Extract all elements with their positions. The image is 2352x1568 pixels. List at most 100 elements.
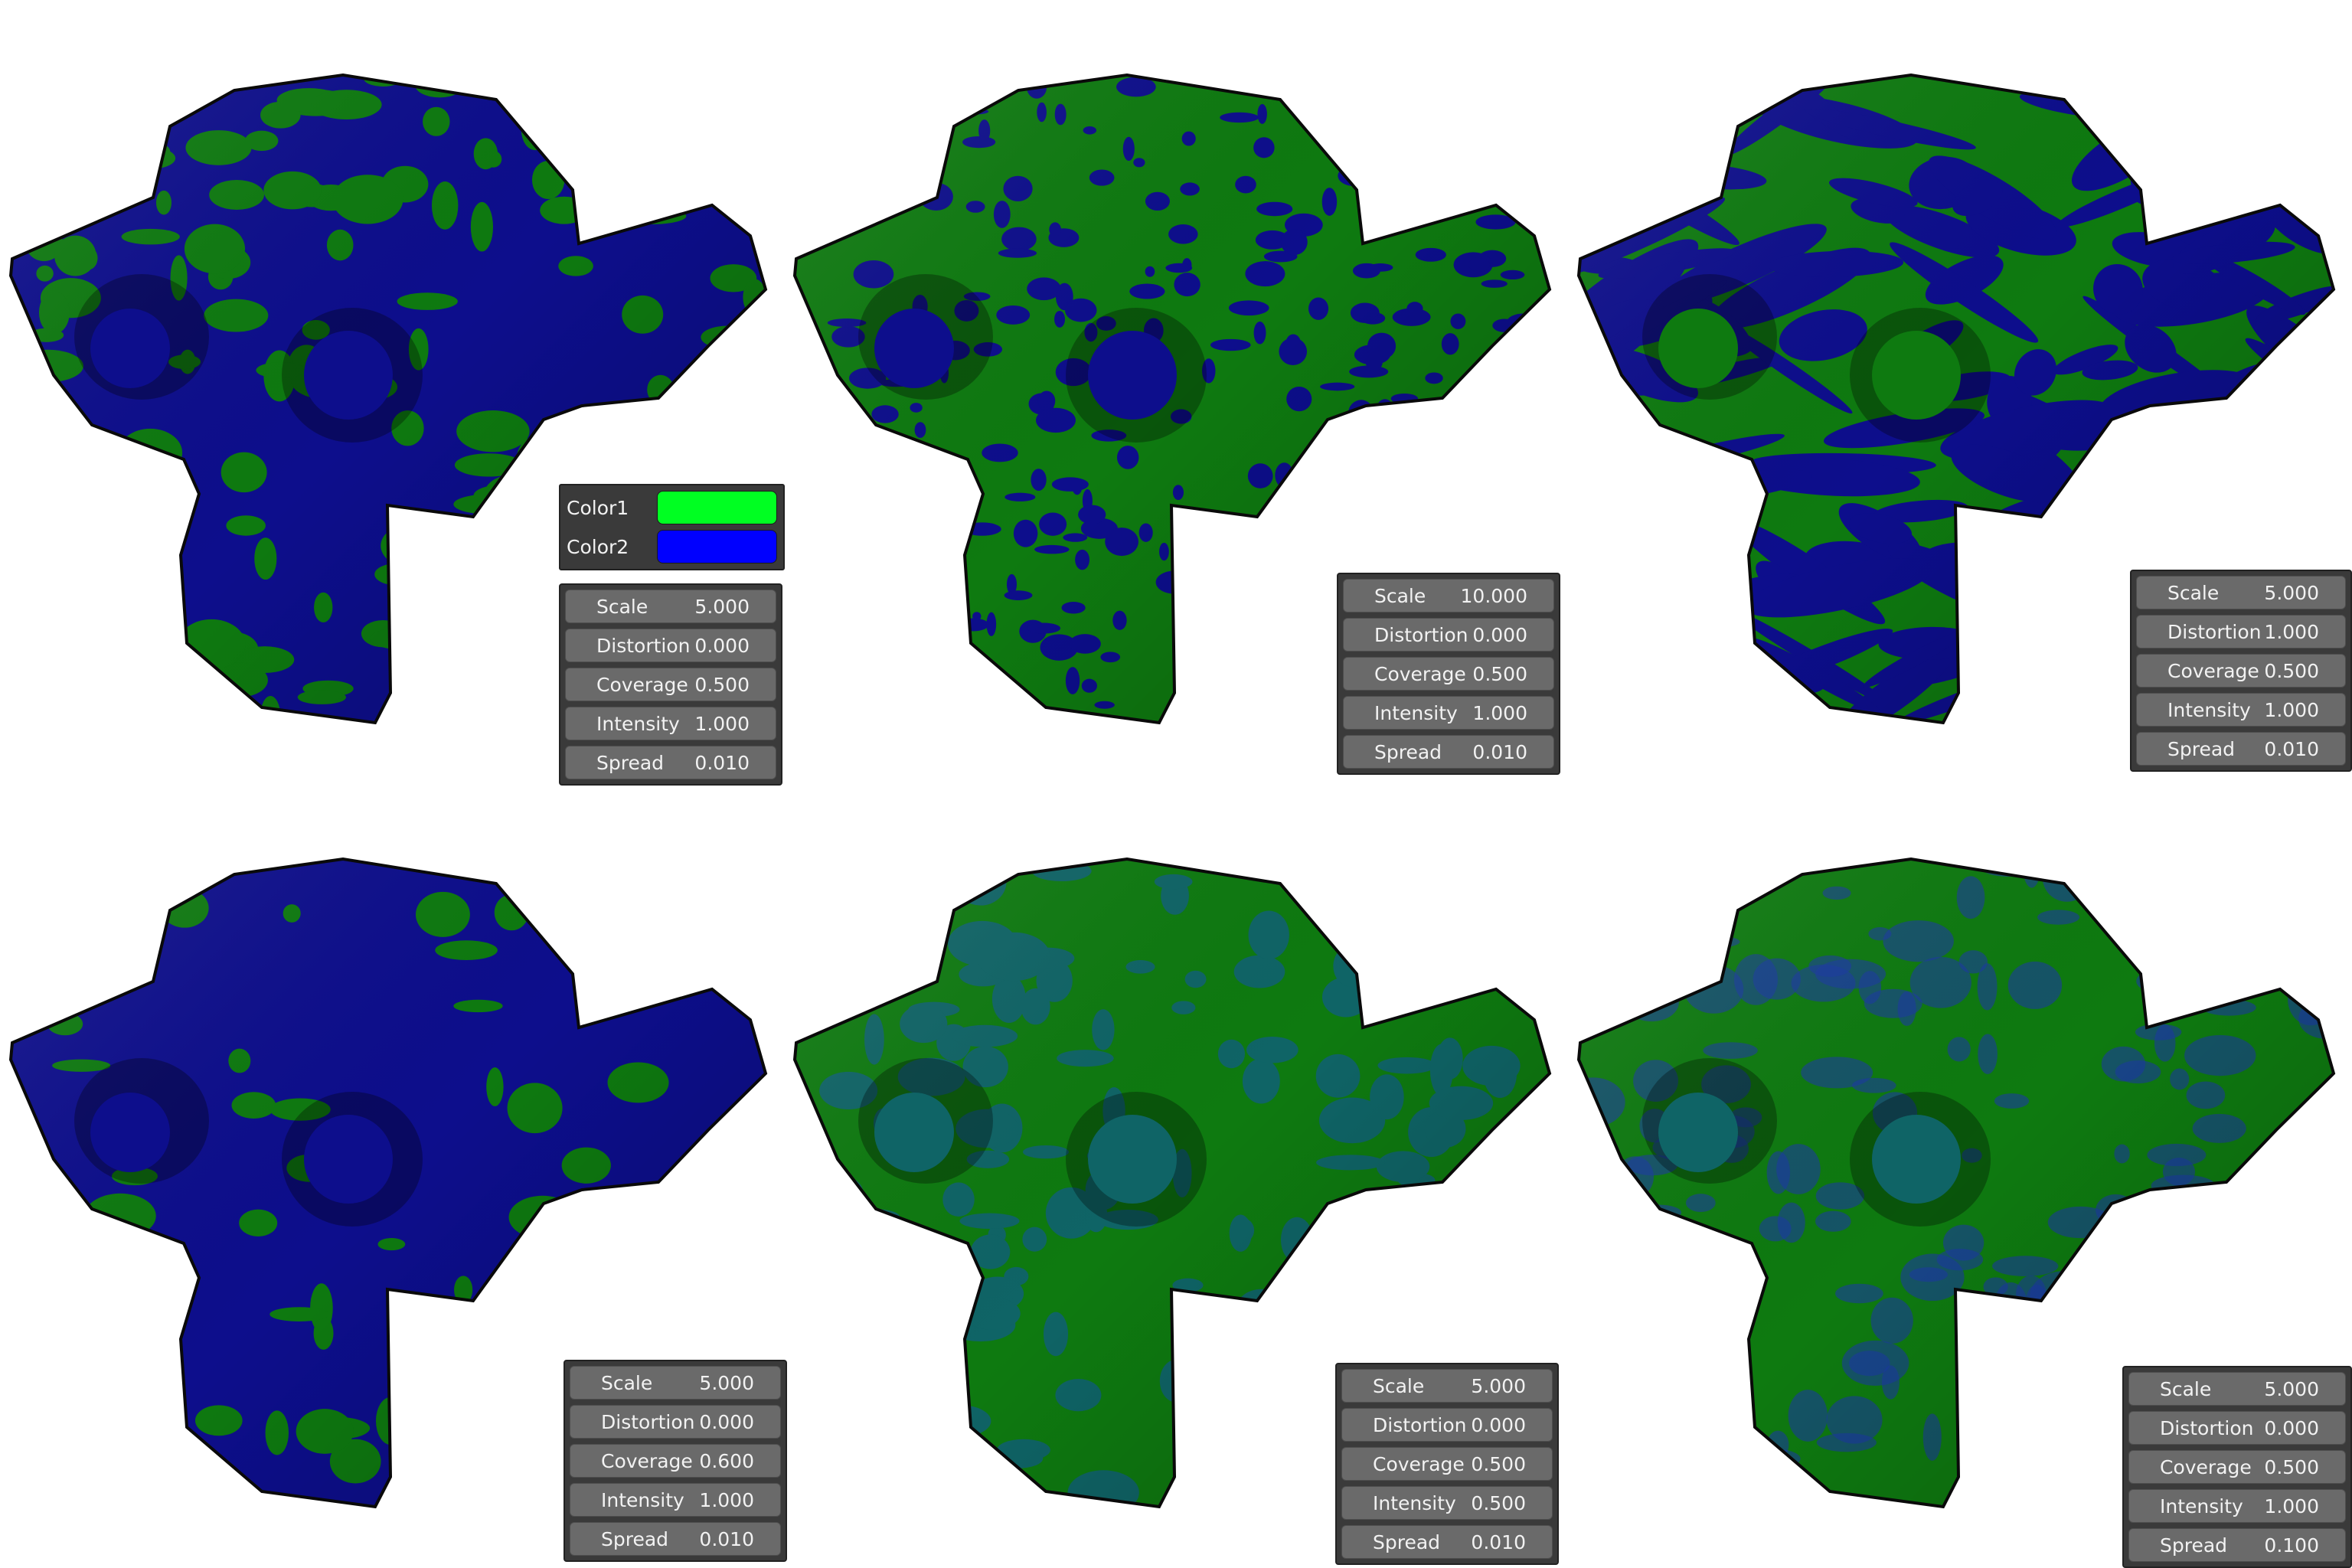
intensity-label: Intensity [1373, 1491, 1456, 1514]
params-panel: Scale 5.000 Distortion 0.000 Coverage 0.500 In… [2122, 1366, 2352, 1568]
spread-label: Spread [2167, 737, 2236, 760]
intensity-field[interactable]: Intensity 1.000 [2128, 1489, 2346, 1523]
distortion-label: Distortion [601, 1410, 695, 1433]
intensity-value: 1.000 [2264, 698, 2319, 721]
params-panel: Scale 5.000 Distortion 0.000 Coverage 0.500 In… [559, 583, 782, 786]
color2-row: Color2 [560, 529, 779, 564]
distortion-label: Distortion [2167, 620, 2262, 643]
spread-value: 0.010 [699, 1527, 754, 1550]
scale-field[interactable]: Scale 5.000 [1341, 1369, 1553, 1403]
distortion-field[interactable]: Distortion 0.000 [565, 629, 776, 662]
params-panel: Scale 5.000 Distortion 1.000 Coverage 0.500 In… [2130, 570, 2352, 772]
color1-row: Color1 [560, 490, 779, 525]
scale-field[interactable]: Scale 5.000 [2136, 576, 2346, 609]
distortion-label: Distortion [1373, 1413, 1467, 1436]
intensity-field[interactable]: Intensity 0.500 [1341, 1486, 1553, 1520]
scale-label: Scale [1374, 584, 1426, 607]
monkey-render-6 [1576, 857, 2336, 1509]
coverage-value: 0.500 [1472, 662, 1527, 685]
spread-field[interactable]: Spread 0.010 [1343, 735, 1554, 769]
params-panel: Scale 10.000 Distortion 0.000 Coverage 0.500 I… [1337, 573, 1560, 775]
scale-value: 5.000 [699, 1371, 754, 1394]
distortion-value: 0.000 [699, 1410, 754, 1433]
coverage-value: 0.500 [694, 673, 750, 696]
color2-label: Color2 [567, 535, 629, 558]
distortion-label: Distortion [1374, 623, 1468, 646]
color-swatches: Color1 Color2 [559, 484, 785, 570]
coverage-field[interactable]: Coverage 0.500 [2128, 1450, 2346, 1484]
intensity-label: Intensity [596, 712, 680, 735]
coverage-field[interactable]: Coverage 0.500 [565, 668, 776, 701]
scale-value: 10.000 [1460, 584, 1527, 607]
intensity-field[interactable]: Intensity 1.000 [570, 1483, 781, 1517]
intensity-value: 0.500 [1471, 1491, 1526, 1514]
coverage-field[interactable]: Coverage 0.500 [2136, 654, 2346, 688]
scale-field[interactable]: Scale 5.000 [570, 1366, 781, 1400]
intensity-label: Intensity [2167, 698, 2251, 721]
color1-label: Color1 [567, 496, 629, 519]
intensity-label: Intensity [2160, 1494, 2243, 1517]
color2-swatch[interactable] [657, 530, 777, 564]
render-tile-3: Scale 5.000 Distortion 1.000 Coverage 0.500 In… [1568, 0, 2352, 784]
coverage-field[interactable]: Coverage 0.500 [1341, 1447, 1553, 1481]
coverage-label: Coverage [601, 1449, 693, 1472]
distortion-value: 0.000 [1471, 1413, 1526, 1436]
coverage-label: Coverage [596, 673, 688, 696]
spread-label: Spread [1373, 1530, 1441, 1553]
intensity-value: 1.000 [2264, 1494, 2319, 1517]
spread-label: Spread [596, 751, 665, 774]
distortion-field[interactable]: Distortion 0.000 [570, 1405, 781, 1439]
distortion-field[interactable]: Distortion 0.000 [1341, 1408, 1553, 1442]
intensity-field[interactable]: Intensity 1.000 [1343, 696, 1554, 730]
scale-label: Scale [601, 1371, 653, 1394]
intensity-label: Intensity [601, 1488, 684, 1511]
params-panel: Scale 5.000 Distortion 0.000 Coverage 0.600 In… [564, 1360, 787, 1562]
spread-field[interactable]: Spread 0.100 [2128, 1528, 2346, 1562]
distortion-value: 0.000 [2264, 1416, 2319, 1439]
scale-field[interactable]: Scale 10.000 [1343, 579, 1554, 612]
coverage-label: Coverage [1374, 662, 1466, 685]
render-tile-4: Scale 5.000 Distortion 0.000 Coverage 0.600 In… [0, 784, 787, 1568]
spread-field[interactable]: Spread 0.010 [1341, 1525, 1553, 1559]
coverage-value: 0.500 [2264, 659, 2319, 682]
render-tile-2: Scale 10.000 Distortion 0.000 Coverage 0.500 I… [784, 0, 1568, 784]
coverage-field[interactable]: Coverage 0.500 [1343, 657, 1554, 691]
spread-value: 0.010 [1472, 740, 1527, 763]
scale-field[interactable]: Scale 5.000 [565, 590, 776, 623]
scale-value: 5.000 [694, 595, 750, 618]
render-tile-1: Color1 Color2 Scale 5.000 Distortion 0.000 C… [0, 0, 785, 786]
distortion-label: Distortion [596, 634, 691, 657]
coverage-value: 0.600 [699, 1449, 754, 1472]
scale-label: Scale [596, 595, 648, 618]
render-tile-5: Scale 5.000 Distortion 0.000 Coverage 0.500 In… [784, 784, 1568, 1568]
spread-label: Spread [2160, 1534, 2228, 1557]
intensity-field[interactable]: Intensity 1.000 [2136, 693, 2346, 727]
intensity-field[interactable]: Intensity 1.000 [565, 707, 776, 740]
coverage-label: Coverage [2160, 1455, 2252, 1478]
spread-label: Spread [601, 1527, 669, 1550]
distortion-field[interactable]: Distortion 1.000 [2136, 615, 2346, 648]
distortion-value: 0.000 [694, 634, 750, 657]
spread-field[interactable]: Spread 0.010 [570, 1522, 781, 1556]
spread-value: 0.010 [1471, 1530, 1526, 1553]
spread-field[interactable]: Spread 0.010 [565, 746, 776, 779]
scale-label: Scale [2167, 581, 2220, 604]
color1-swatch[interactable] [657, 491, 777, 524]
distortion-field[interactable]: Distortion 0.000 [1343, 618, 1554, 652]
spread-label: Spread [1374, 740, 1442, 763]
intensity-value: 1.000 [699, 1488, 754, 1511]
distortion-field[interactable]: Distortion 0.000 [2128, 1411, 2346, 1445]
scale-value: 5.000 [1471, 1374, 1526, 1397]
coverage-field[interactable]: Coverage 0.600 [570, 1444, 781, 1478]
monkey-render-2 [792, 73, 1552, 725]
intensity-value: 1.000 [694, 712, 750, 735]
spread-field[interactable]: Spread 0.010 [2136, 732, 2346, 766]
spread-value: 0.100 [2264, 1534, 2319, 1557]
scale-field[interactable]: Scale 5.000 [2128, 1372, 2346, 1406]
distortion-value: 1.000 [2264, 620, 2319, 643]
scale-value: 5.000 [2264, 1377, 2319, 1400]
scale-value: 5.000 [2264, 581, 2319, 604]
monkey-render-4 [8, 857, 768, 1509]
scale-label: Scale [2160, 1377, 2212, 1400]
params-panel: Scale 5.000 Distortion 0.000 Coverage 0.500 In… [1335, 1363, 1559, 1565]
